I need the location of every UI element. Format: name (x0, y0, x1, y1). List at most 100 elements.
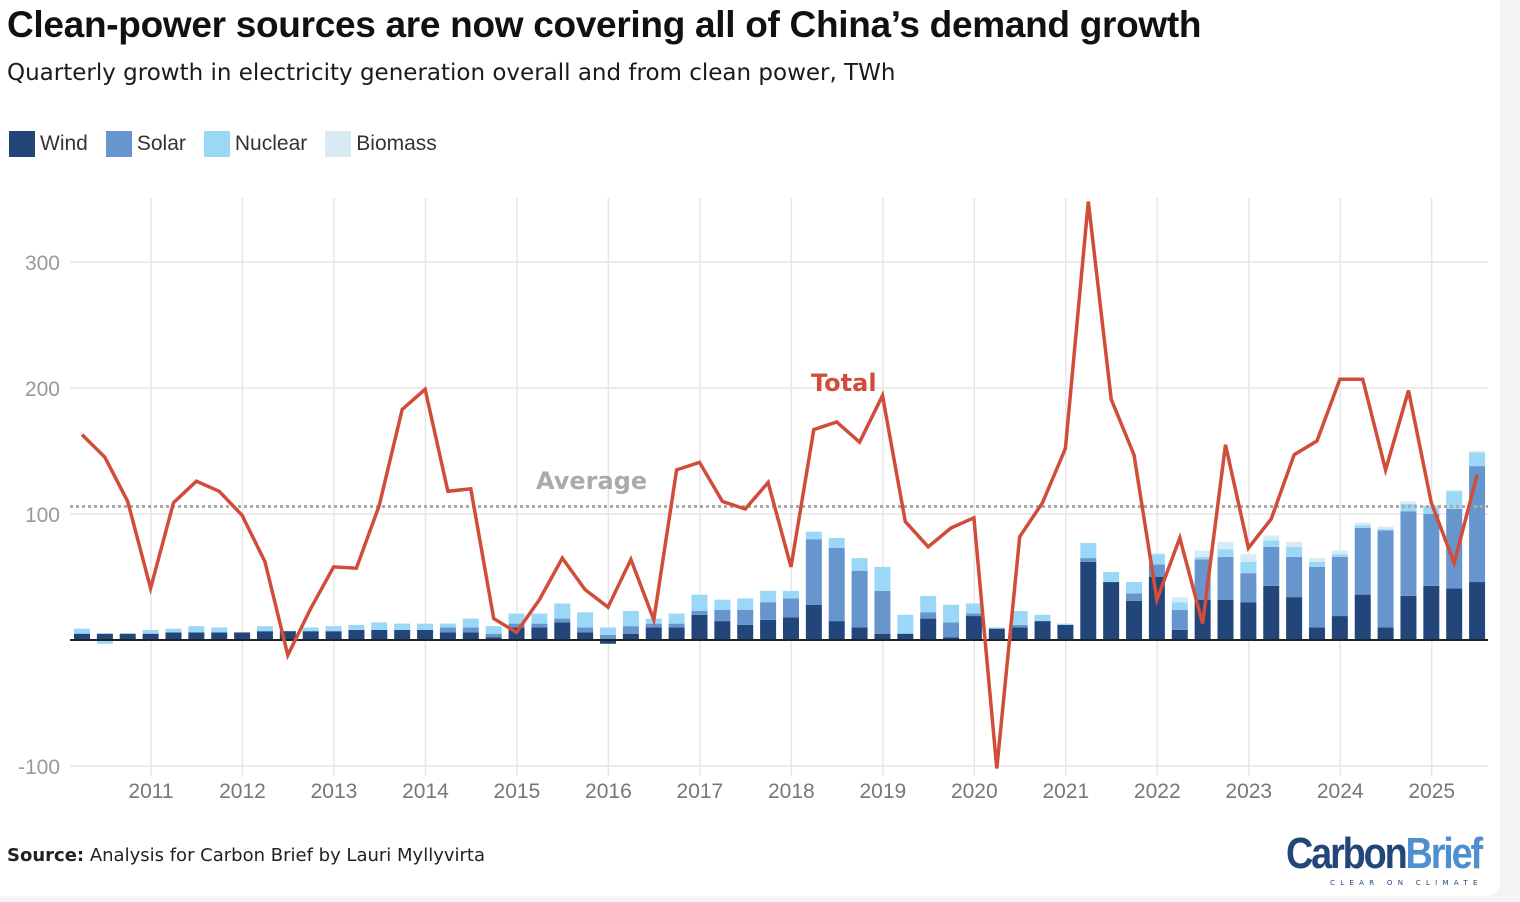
bar-nuclear (1263, 540, 1280, 547)
bar-biomass (1217, 541, 1234, 550)
bar-solar (1423, 514, 1440, 586)
bar-wind (554, 622, 571, 640)
bar-biomass (1354, 522, 1371, 526)
bar-nuclear (211, 627, 228, 633)
bar-wind (1103, 582, 1120, 640)
bar-wind (211, 632, 228, 640)
legend: Wind Solar Nuclear Biomass (9, 131, 455, 157)
bar-wind (371, 629, 388, 640)
y-tick-label: 200 (25, 378, 60, 401)
source-note: Source: Analysis for Carbon Brief by Lau… (7, 845, 485, 866)
bar-biomass (1377, 526, 1394, 530)
bar-solar (1354, 527, 1371, 595)
bar-nuclear (165, 628, 182, 633)
bar-stack (1103, 571, 1120, 640)
bar-stack (828, 537, 845, 640)
bar-stack (1400, 501, 1417, 640)
bar-nuclear (714, 599, 731, 610)
bar-wind (1400, 595, 1417, 640)
bar-nuclear (1423, 506, 1440, 514)
bar-nuclear (1377, 529, 1394, 531)
gridlines (70, 198, 1488, 776)
bar-nuclear (1194, 556, 1211, 560)
bar-solar (737, 609, 754, 625)
bar-stack (325, 626, 342, 640)
bar-nuclear (874, 566, 891, 591)
bar-stack (74, 628, 90, 640)
bar-stack (1057, 623, 1074, 640)
bar-solar (1308, 566, 1325, 628)
bar-wind (965, 616, 982, 640)
bar-stack (462, 618, 479, 640)
bar-nuclear (1011, 611, 1028, 625)
bar-stack (256, 626, 273, 640)
bar-solar (805, 539, 822, 605)
x-tick-label: 2016 (585, 780, 632, 803)
bar-stack (1331, 550, 1348, 640)
bar-stack (782, 590, 799, 640)
bar-wind (874, 633, 891, 640)
bar-solar (828, 548, 845, 622)
bar-wind (1354, 594, 1371, 640)
bar-nuclear (531, 613, 548, 624)
bar-stack (1171, 597, 1188, 640)
bar-stack (371, 622, 388, 640)
bar-wind (897, 633, 914, 640)
bar-nuclear (691, 594, 708, 612)
bar-wind (691, 614, 708, 640)
bar-wind (1034, 621, 1051, 640)
bar-solar (1217, 556, 1234, 600)
bar-stack (1080, 542, 1097, 640)
bar-stack (394, 623, 411, 640)
total-annotation: Total (811, 369, 877, 397)
logo-brief: Brief (1405, 829, 1484, 878)
bar-stack (1126, 582, 1143, 640)
bar-wind (462, 632, 479, 640)
bar-nuclear (622, 611, 639, 627)
bar-wind (1240, 602, 1257, 640)
bar-wind (782, 617, 799, 640)
bar-solar (462, 627, 479, 633)
bar-stack (1423, 505, 1440, 640)
bar-solar (1377, 530, 1394, 628)
bar-biomass (1446, 490, 1463, 492)
legend-item-nuclear: Nuclear (203, 131, 307, 157)
y-tick-label: 100 (25, 504, 60, 527)
bar-nuclear (554, 603, 571, 619)
bar-wind (920, 618, 937, 640)
bar-stack (1240, 554, 1257, 640)
bar-nuclear (1148, 554, 1165, 565)
bar-nuclear (920, 595, 937, 613)
bar-wind (1469, 582, 1486, 640)
x-tick-label: 2025 (1408, 780, 1455, 803)
carbon-brief-logo: CarbonBrief CLEAR ON CLIMATE (1286, 829, 1498, 888)
bar-stack (622, 611, 639, 640)
bar-stack (279, 631, 296, 640)
bar-nuclear (1469, 452, 1486, 467)
bar-biomass (1263, 535, 1280, 541)
bar-wind (348, 629, 365, 640)
bar-stack (165, 628, 182, 640)
bar-nuclear (965, 603, 982, 614)
bar-solar (1331, 556, 1348, 617)
bar-nuclear (1240, 561, 1257, 574)
bar-nuclear (577, 612, 594, 628)
bar-nuclear (1331, 554, 1348, 557)
bar-solar (714, 609, 731, 622)
legend-item-solar: Solar (105, 131, 186, 157)
x-tick-label: 2022 (1134, 780, 1181, 803)
bar-stack (691, 594, 708, 640)
bar-wind (1423, 585, 1440, 640)
bar-biomass (1240, 554, 1257, 562)
bar-stack (600, 627, 617, 644)
bar-solar (622, 626, 639, 634)
bar-wind (1286, 597, 1303, 640)
bar-stack (874, 566, 891, 640)
bar-wind (485, 637, 502, 640)
bar-wind (1446, 588, 1463, 640)
bar-wind (1057, 624, 1074, 640)
bar-stack (302, 627, 319, 640)
bar-solar (668, 623, 685, 628)
bar-solar (508, 623, 525, 628)
bar-nuclear (96, 640, 113, 644)
